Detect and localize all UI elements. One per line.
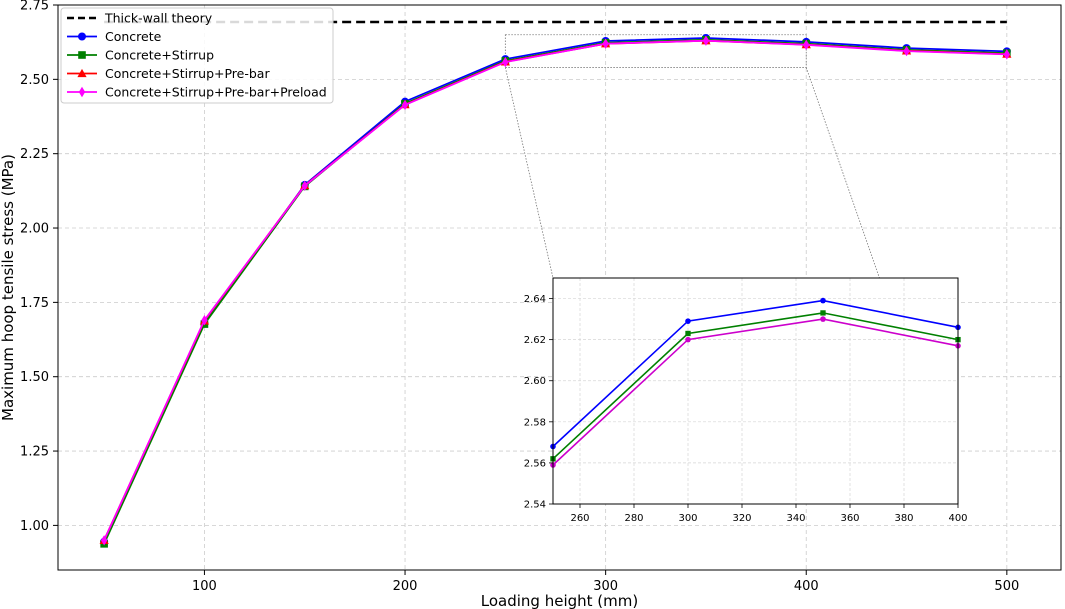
data-point — [602, 38, 609, 49]
series-line — [103, 39, 1007, 541]
inset-data-point — [685, 336, 691, 343]
inset-data-point — [685, 318, 691, 324]
legend-item-concrete-stirrup: Concrete+Stirrup — [67, 48, 214, 63]
zoom-region-box — [504, 34, 807, 68]
data-point — [401, 99, 409, 111]
inset-x-tick-label: 260 — [570, 513, 589, 524]
inset-chart: 260 280 300 320 340 360 380 400 2.54 2.56 2.58 2.60… — [524, 277, 968, 524]
legend-label: Concrete+Stirrup+Pre-bar — [105, 66, 270, 81]
legend-label: Concrete+Stirrup+Pre-bar+Preload — [105, 85, 327, 100]
inset-series-line — [552, 299, 959, 448]
x-tick-label: 400 — [794, 579, 819, 594]
data-point — [201, 315, 208, 326]
y-tick-label: 1.00 — [20, 519, 49, 534]
y-tick-label: 1.50 — [20, 370, 49, 385]
inset-y-tick-label: 2.64 — [524, 294, 546, 305]
inset-y-tick-label: 2.62 — [524, 335, 546, 346]
x-tick-label: 300 — [593, 579, 618, 594]
y-tick-label: 2.25 — [20, 147, 49, 162]
inset-frame — [552, 277, 959, 505]
legend-item-concrete-stirrup-pre-bar: Concrete+Stirrup+Pre-bar — [67, 66, 270, 81]
legend-item-concrete-stirrup-pre-bar-preload: Concrete+Stirrup+Pre-bar+Preload — [67, 85, 327, 100]
x-tick-label: 500 — [994, 579, 1019, 594]
legend-swatch-marker — [78, 86, 86, 98]
data-point — [1003, 49, 1011, 60]
y-tick-label: 1.25 — [20, 445, 49, 460]
inset-background — [553, 278, 958, 504]
plot-area-frame — [57, 4, 1062, 571]
legend-item-thick-wall-theory: Thick-wall theory — [67, 11, 213, 26]
series-concrete-stirrup-pre-bar-preload — [100, 35, 1011, 546]
zoom-connector-line — [504, 67, 554, 279]
inset-y-tick-label: 2.60 — [524, 376, 546, 387]
data-point — [803, 39, 810, 51]
legend: Thick-wall theory Concrete Concrete+Stirru… — [60, 7, 334, 104]
y-axis-label: Maximum hoop tensile stress (MPa) — [0, 154, 17, 421]
data-point — [301, 180, 308, 191]
legend-swatch-marker — [78, 51, 86, 59]
legend-box — [60, 7, 334, 104]
x-tick-label: 100 — [192, 579, 217, 594]
data-point — [903, 45, 910, 57]
inset-series-line — [552, 318, 959, 466]
legend-swatch-marker — [78, 32, 86, 41]
inset-x-tick-label: 320 — [732, 513, 751, 524]
inset-data-point — [820, 310, 826, 316]
x-axis-label: Loading height (mm) — [481, 592, 638, 609]
x-tick-label: 200 — [393, 579, 418, 594]
inset-data-point — [820, 297, 826, 304]
inset-x-tick-label: 360 — [840, 513, 859, 524]
legend-label: Concrete — [105, 29, 162, 44]
inset-x-tick-label: 400 — [948, 513, 967, 524]
data-point — [702, 35, 710, 46]
inset-x-tick-label: 380 — [894, 513, 913, 524]
inset-x-tick-label: 280 — [624, 513, 643, 524]
inset-y-tick-label: 2.56 — [524, 458, 546, 469]
data-point — [100, 535, 108, 546]
legend-item-concrete: Concrete — [67, 29, 162, 44]
inset-data-point — [820, 316, 826, 322]
inset-series-line — [552, 312, 959, 460]
main-series-group — [99, 20, 1012, 548]
inset-data-point — [685, 330, 691, 337]
inset-y-tick-label: 2.54 — [524, 500, 546, 511]
legend-swatch-marker — [77, 68, 87, 78]
legend-label: Concrete+Stirrup — [105, 48, 214, 63]
y-tick-label: 2.75 — [20, 0, 49, 14]
y-tick-label: 2.50 — [20, 73, 49, 88]
y-tick-label: 1.75 — [20, 296, 49, 311]
inset-x-tick-label: 340 — [786, 513, 805, 524]
main-axis-ticks: 100 200 300 400 500 1.00 1.25 1.50 1.75 2.00 2.25 2… — [20, 0, 1019, 594]
inset-y-tick-label: 2.58 — [524, 417, 546, 428]
inset-series-concrete — [550, 297, 961, 450]
legend-label: Thick-wall theory — [104, 11, 213, 26]
data-point — [502, 56, 509, 68]
inset-x-tick-label: 300 — [678, 513, 697, 524]
y-tick-label: 2.00 — [20, 222, 49, 237]
